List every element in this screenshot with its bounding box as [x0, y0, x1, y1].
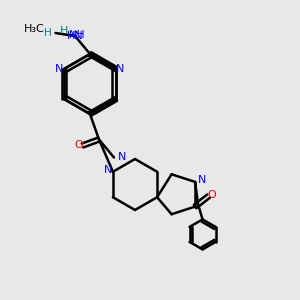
Text: N: N	[116, 64, 125, 74]
Text: H: H	[60, 26, 69, 37]
Text: N: N	[118, 152, 126, 163]
Text: O: O	[208, 190, 217, 200]
Text: H: H	[44, 28, 52, 38]
Text: N: N	[104, 165, 112, 175]
Text: N: N	[197, 176, 206, 185]
Text: N: N	[55, 64, 64, 74]
Text: H₃C: H₃C	[24, 23, 45, 34]
Text: NH: NH	[69, 29, 84, 40]
Text: O: O	[74, 140, 83, 151]
Text: HN: HN	[67, 31, 83, 41]
